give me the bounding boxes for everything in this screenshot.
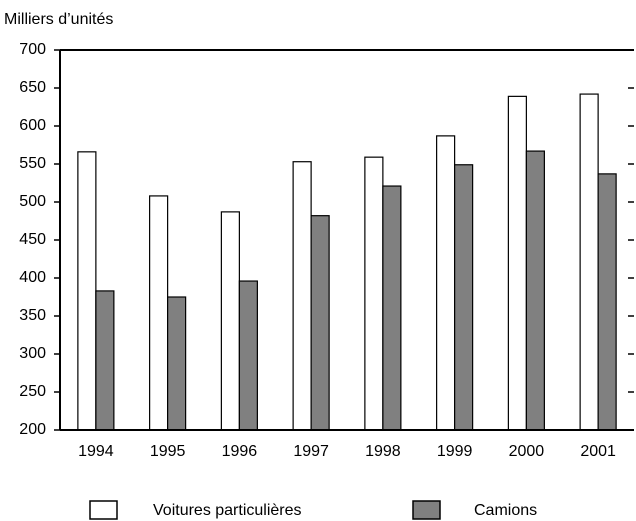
y-tick-label: 200 — [19, 421, 46, 438]
y-tick-label: 600 — [19, 117, 46, 134]
bar — [310, 215, 330, 431]
bar — [436, 135, 456, 431]
bar — [238, 280, 258, 431]
bar — [382, 185, 402, 431]
y-tick-label: 250 — [19, 383, 46, 400]
x-tick-label: 1997 — [293, 443, 329, 460]
bar — [525, 150, 545, 431]
y-axis-label: Milliers d’unités — [4, 11, 113, 28]
legend-label: Camions — [474, 502, 537, 519]
x-tick-label: 1999 — [437, 443, 473, 460]
bar — [597, 173, 617, 431]
y-tick-label: 550 — [19, 155, 46, 172]
bar — [220, 211, 240, 431]
legend-swatch — [89, 500, 118, 520]
bar — [149, 195, 169, 431]
bar — [507, 95, 527, 431]
x-tick-label: 2000 — [509, 443, 545, 460]
bar — [364, 156, 384, 431]
y-tick-label: 500 — [19, 193, 46, 210]
x-tick-label: 1994 — [78, 443, 114, 460]
y-tick-label: 300 — [19, 345, 46, 362]
bar — [77, 151, 97, 431]
x-tick-label: 1996 — [222, 443, 258, 460]
y-tick-label: 400 — [19, 269, 46, 286]
bar — [167, 296, 187, 431]
x-tick-label: 1995 — [150, 443, 186, 460]
x-tick-label: 2001 — [580, 443, 616, 460]
y-tick-label: 700 — [19, 41, 46, 58]
legend-swatch — [412, 500, 441, 520]
bar — [454, 164, 474, 431]
y-tick-label: 350 — [19, 307, 46, 324]
legend-label: Voitures particulières — [153, 502, 302, 519]
bar — [292, 161, 312, 431]
y-tick-label: 450 — [19, 231, 46, 248]
bar — [579, 93, 599, 431]
y-tick-label: 650 — [19, 79, 46, 96]
bar — [95, 290, 115, 431]
x-tick-label: 1998 — [365, 443, 401, 460]
